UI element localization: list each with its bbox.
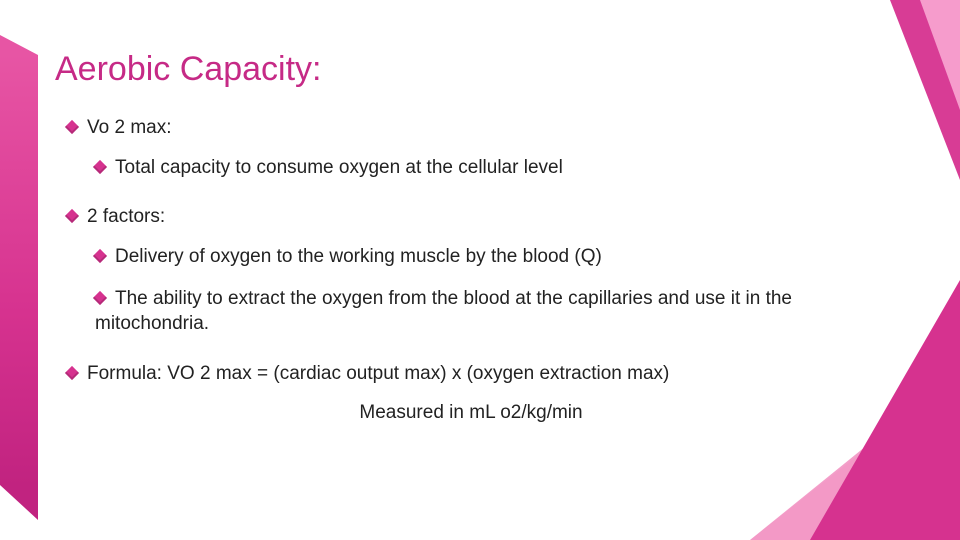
bullet-icon (65, 120, 79, 134)
decor-ribbon (0, 55, 38, 485)
bullet-icon (93, 249, 107, 263)
bullet-text: The ability to extract the oxygen from t… (95, 288, 792, 335)
list-item: Total capacity to consume oxygen at the … (95, 155, 875, 181)
bullet-text: Total capacity to consume oxygen at the … (115, 157, 563, 178)
sub-list: Delivery of oxygen to the working muscle… (67, 244, 875, 337)
list-item: Delivery of oxygen to the working muscle… (95, 244, 875, 270)
formula-sub: Measured in mL o2/kg/min (67, 400, 875, 426)
bullet-list: Vo 2 max: Total capacity to consume oxyg… (55, 115, 875, 426)
list-item: Vo 2 max: Total capacity to consume oxyg… (67, 115, 875, 180)
list-item: Formula: VO 2 max = (cardiac output max)… (67, 361, 875, 426)
bullet-text: Formula: VO 2 max = (cardiac output max)… (87, 363, 669, 384)
bullet-text: 2 factors: (87, 206, 165, 227)
sub-list: Total capacity to consume oxygen at the … (67, 155, 875, 181)
decor-triangle (890, 0, 960, 180)
bullet-icon (93, 160, 107, 174)
list-item: The ability to extract the oxygen from t… (95, 286, 875, 337)
decor-triangle (920, 0, 960, 110)
bullet-text: Delivery of oxygen to the working muscle… (115, 246, 602, 267)
bullet-text: Vo 2 max: (87, 117, 172, 138)
bullet-icon (65, 209, 79, 223)
bullet-icon (93, 290, 107, 304)
list-item: 2 factors: Delivery of oxygen to the wor… (67, 204, 875, 337)
slide-title: Aerobic Capacity: (55, 50, 875, 89)
bullet-icon (65, 366, 79, 380)
slide-content: Aerobic Capacity: Vo 2 max: Total capaci… (55, 50, 875, 450)
